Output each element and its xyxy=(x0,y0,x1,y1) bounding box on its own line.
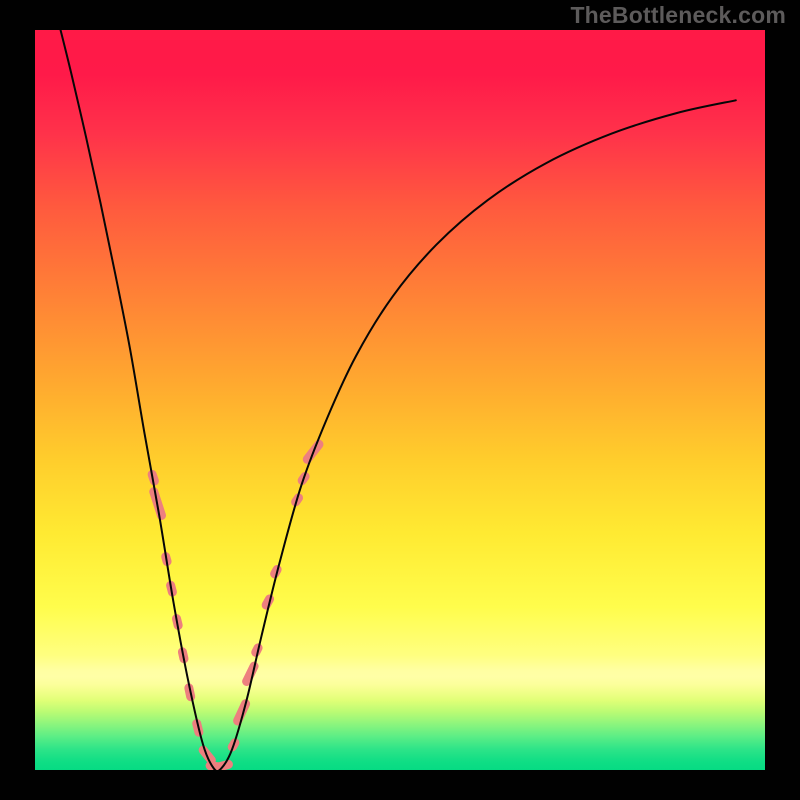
chart-svg xyxy=(0,0,800,800)
gradient-background xyxy=(35,30,765,770)
watermark-text: TheBottleneck.com xyxy=(570,2,786,29)
bottleneck-chart: TheBottleneck.com xyxy=(0,0,800,800)
